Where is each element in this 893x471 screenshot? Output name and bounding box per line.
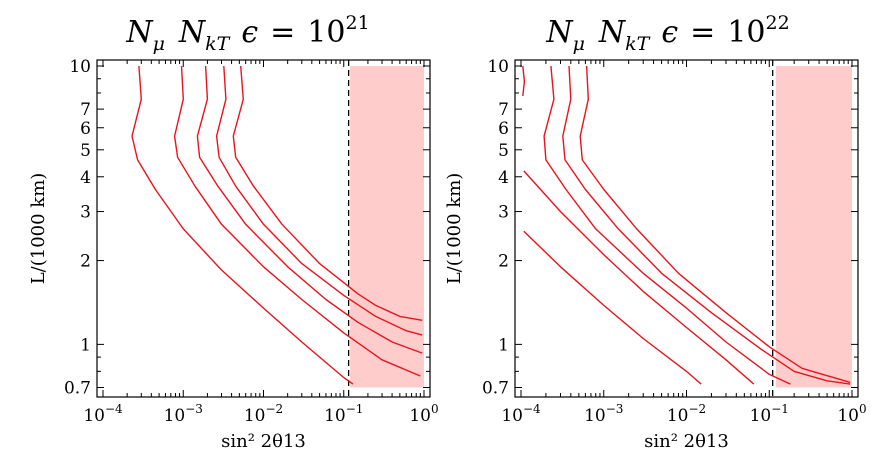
series-curve-1 bbox=[522, 65, 526, 97]
x-tick-exponent: 0 bbox=[859, 402, 867, 416]
x-tick-label: 10−3 bbox=[584, 402, 623, 426]
excluded-region bbox=[775, 66, 852, 388]
y-tick-label: 6 bbox=[80, 119, 91, 139]
title-part-base: N bbox=[598, 15, 627, 50]
x-tick-base: 10 bbox=[750, 406, 772, 426]
x-tick-label: 10−4 bbox=[83, 402, 123, 426]
title-part-epsilon: ϵ bbox=[661, 15, 678, 50]
title-part-kt: kT bbox=[625, 33, 651, 55]
y-tick-label: 0.7 bbox=[482, 378, 509, 398]
series-curve-2 bbox=[173, 65, 421, 377]
title-part-base: N bbox=[545, 15, 574, 50]
x-tick-base: 10 bbox=[83, 406, 105, 426]
title-part-kt: kT bbox=[205, 33, 231, 55]
series-curve-4 bbox=[215, 65, 423, 336]
excluded-region bbox=[350, 66, 424, 388]
series-curve-6 bbox=[579, 65, 851, 384]
title-part-mu: μ bbox=[153, 33, 165, 55]
x-tick-exponent: −4 bbox=[523, 402, 541, 416]
chart-title: Nμ NkT ϵ = 1021 bbox=[125, 12, 369, 55]
x-tick-label: 100 bbox=[409, 402, 438, 426]
y-tick-label: 0.7 bbox=[64, 378, 91, 398]
y-tick-label: 5 bbox=[80, 141, 91, 161]
x-axis-label: sin² 2θ13 bbox=[221, 431, 306, 452]
title-part-ten: 10 bbox=[727, 15, 765, 50]
title-part-exponent: 21 bbox=[346, 12, 370, 34]
title-part-equals: = bbox=[270, 15, 295, 50]
x-tick-label: 10−1 bbox=[750, 402, 789, 426]
y-axis-label: L/(1000 km) bbox=[444, 173, 465, 285]
series-curve-5 bbox=[232, 65, 423, 321]
x-tick-label: 10−2 bbox=[667, 402, 706, 426]
series-curve-3 bbox=[523, 170, 755, 385]
y-tick-label: 10 bbox=[69, 57, 91, 77]
y-tick-label: 1 bbox=[498, 335, 509, 355]
title-part-base: N bbox=[178, 15, 207, 50]
title-part-exponent: 22 bbox=[766, 12, 790, 34]
x-tick-label: 10−2 bbox=[244, 402, 283, 426]
x-tick-exponent: −3 bbox=[606, 402, 624, 416]
y-tick-label: 7 bbox=[498, 100, 509, 120]
chart-title: Nμ NkT ϵ = 1022 bbox=[545, 12, 789, 55]
series-curve-4 bbox=[543, 65, 791, 385]
y-tick-label: 3 bbox=[498, 203, 509, 223]
y-tick-label: 7 bbox=[80, 100, 91, 120]
x-tick-exponent: 0 bbox=[431, 402, 439, 416]
x-tick-exponent: −2 bbox=[265, 402, 283, 416]
x-tick-exponent: −4 bbox=[105, 402, 123, 416]
x-tick-label: 100 bbox=[837, 402, 866, 426]
x-tick-base: 10 bbox=[501, 406, 523, 426]
title-part-mu: μ bbox=[573, 33, 585, 55]
x-tick-base: 10 bbox=[667, 406, 689, 426]
title-part-ten: 10 bbox=[307, 15, 345, 50]
x-tick-base: 10 bbox=[164, 406, 186, 426]
x-tick-label: 10−3 bbox=[164, 402, 203, 426]
y-tick-label: 1 bbox=[80, 335, 91, 355]
x-tick-base: 10 bbox=[837, 406, 859, 426]
title-part-epsilon: ϵ bbox=[241, 15, 258, 50]
x-tick-base: 10 bbox=[244, 406, 266, 426]
y-tick-label: 10 bbox=[487, 57, 509, 77]
series-curve-1 bbox=[131, 65, 354, 385]
x-tick-exponent: −2 bbox=[688, 402, 706, 416]
series-curve-3 bbox=[196, 65, 423, 354]
title-part-base: N bbox=[125, 15, 154, 50]
y-tick-label: 2 bbox=[80, 252, 91, 272]
title-part-equals: = bbox=[690, 15, 715, 50]
y-axis-label: L/(1000 km) bbox=[28, 173, 49, 285]
y-tick-label: 4 bbox=[80, 168, 91, 188]
x-tick-exponent: −3 bbox=[185, 402, 203, 416]
x-tick-base: 10 bbox=[324, 406, 346, 426]
x-tick-label: 10−1 bbox=[324, 402, 363, 426]
y-tick-label: 6 bbox=[498, 119, 509, 139]
y-tick-label: 3 bbox=[80, 203, 91, 223]
series-curve-2 bbox=[523, 230, 702, 385]
x-tick-label: 10−4 bbox=[501, 402, 541, 426]
y-tick-label: 4 bbox=[498, 168, 509, 188]
x-tick-base: 10 bbox=[409, 406, 431, 426]
x-tick-base: 10 bbox=[584, 406, 606, 426]
y-tick-label: 2 bbox=[498, 252, 509, 272]
x-tick-exponent: −1 bbox=[771, 402, 789, 416]
x-tick-exponent: −1 bbox=[346, 402, 364, 416]
y-tick-label: 5 bbox=[498, 141, 509, 161]
series-curve-5 bbox=[562, 65, 851, 385]
x-axis-label: sin² 2θ13 bbox=[644, 431, 729, 452]
